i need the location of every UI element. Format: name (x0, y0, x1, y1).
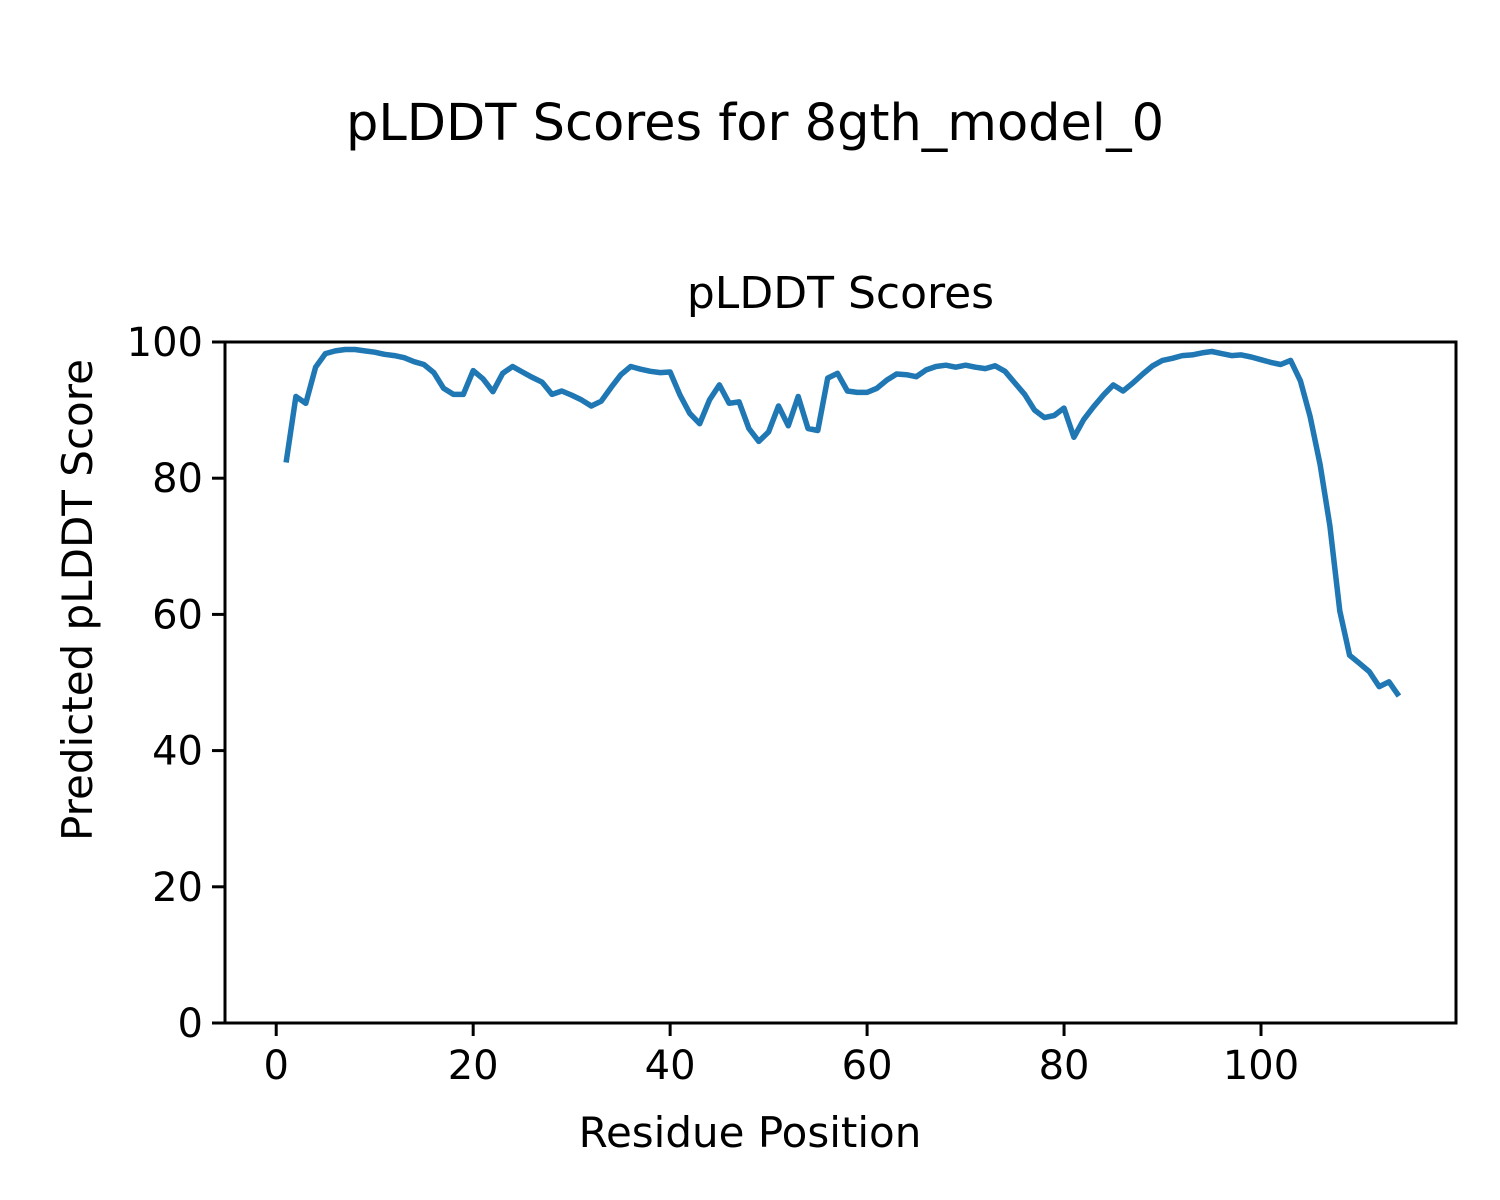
y-tick-labels: 0 20 40 60 80 100 (127, 320, 203, 1047)
x-tick-label: 100 (1223, 1043, 1299, 1089)
x-tick-label: 60 (842, 1043, 893, 1089)
y-tick-label: 40 (152, 729, 203, 775)
x-tick-label: 0 (263, 1043, 288, 1089)
axes-title: pLDDT Scores (686, 268, 995, 319)
x-tick-label: 80 (1039, 1043, 1090, 1089)
figure-title: pLDDT Scores for 8gth_model_0 (345, 94, 1165, 153)
y-tick-label: 20 (152, 865, 203, 911)
y-axis-label: Predicted pLDDT Score (52, 359, 102, 841)
y-tick-label: 60 (152, 592, 203, 638)
y-tick-label: 100 (127, 320, 203, 366)
y-tick-label: 80 (152, 456, 203, 502)
y-tick-label: 0 (178, 1001, 203, 1047)
x-axis-ticks (274, 1023, 1263, 1036)
x-tick-label: 20 (448, 1043, 499, 1089)
plddt-line-series (283, 346, 1402, 698)
axes-frame (223, 340, 1458, 1025)
plddt-line (283, 346, 1402, 698)
x-tick-label: 40 (645, 1043, 696, 1089)
x-tick-labels: 0 20 40 60 80 100 (263, 1043, 1299, 1089)
x-axis-label: Residue Position (578, 1108, 922, 1157)
y-axis-ticks (212, 340, 225, 1025)
